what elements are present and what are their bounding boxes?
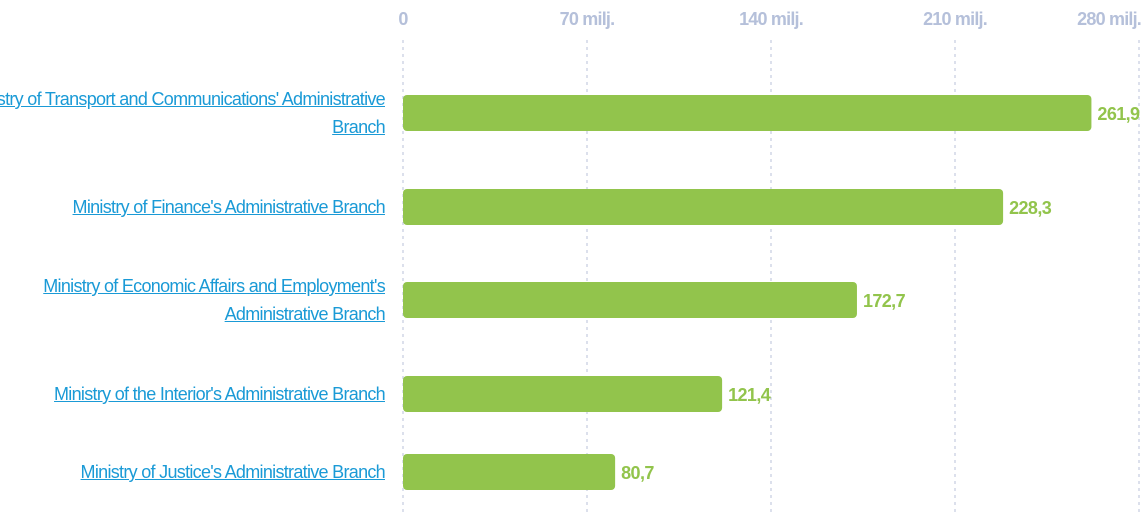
x-tick-label: 280 milj. bbox=[1077, 9, 1141, 29]
bar bbox=[403, 376, 723, 412]
value-label: 80,7 bbox=[621, 463, 654, 483]
x-tick-label: 140 milj. bbox=[739, 9, 803, 29]
bar bbox=[403, 95, 1092, 131]
value-label: 121,4 bbox=[728, 385, 771, 405]
category-link[interactable]: Ministry of Transport and Communications… bbox=[0, 89, 386, 137]
category-link[interactable]: Ministry of Economic Affairs and Employm… bbox=[43, 276, 385, 324]
bar bbox=[403, 189, 1004, 225]
value-label: 261,9 bbox=[1097, 104, 1140, 124]
category-link[interactable]: Ministry of Finance's Administrative Bra… bbox=[72, 197, 386, 217]
x-tick-label: 0 bbox=[398, 9, 408, 29]
value-label: 228,3 bbox=[1009, 198, 1052, 218]
category-link[interactable]: Ministry of the Interior's Administrativ… bbox=[54, 384, 386, 404]
bar bbox=[403, 282, 857, 318]
category-link[interactable]: Ministry of Justice's Administrative Bra… bbox=[80, 462, 386, 482]
value-label: 172,7 bbox=[863, 291, 906, 311]
bar bbox=[403, 454, 616, 490]
x-tick-label: 210 milj. bbox=[923, 9, 987, 29]
x-tick-label: 70 milj. bbox=[560, 9, 615, 29]
